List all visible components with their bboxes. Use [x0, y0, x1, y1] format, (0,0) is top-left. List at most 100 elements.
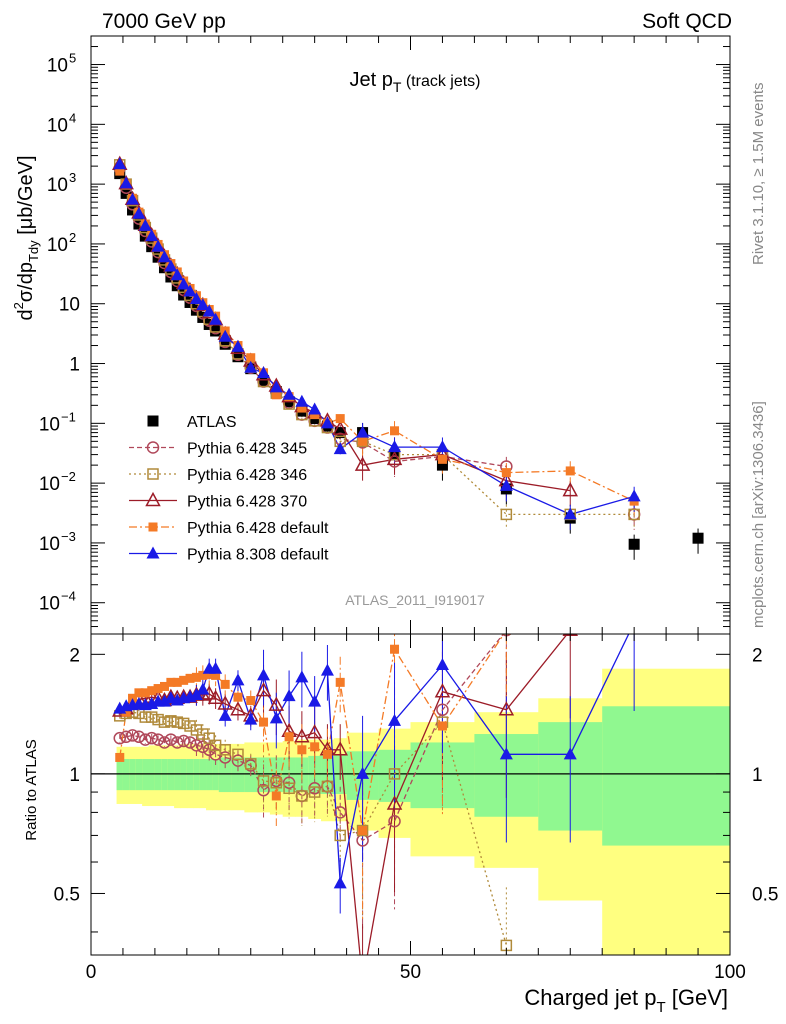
- main-ytick-label: 10: [47, 175, 68, 196]
- ratio-band-green: [193, 759, 201, 791]
- main-ytick-label: 10: [59, 295, 80, 316]
- legend-item-pythia-6-428-default: Pythia 6.428 default: [129, 520, 329, 537]
- ratio-point-pythia-6-428-default: [233, 692, 243, 702]
- main-title: Jet pT (track jets): [349, 69, 480, 95]
- main-point-pythia-8-308-default: [282, 387, 296, 400]
- ratio-point-pythia-6-428-370: [332, 741, 348, 756]
- ratio-point-pythia-6-428-346: [219, 744, 231, 756]
- ratio-point-pythia-6-428-default: [211, 670, 221, 680]
- main-ytick-exponent: 5: [69, 51, 76, 66]
- ratio-point-pythia-6-428-default: [322, 749, 332, 759]
- ratio-point-pythia-6-428-370: [434, 683, 451, 698]
- legend-item-pythia-6-428-345: Pythia 6.428 345: [129, 441, 307, 458]
- ratio-point-pythia-6-428-346: [356, 824, 369, 837]
- main-point-pythia-6-428-default: [310, 410, 320, 420]
- main-ylabel-end: [μb/GeV]: [15, 155, 37, 240]
- main-point-atlas: [436, 459, 448, 471]
- ratio-point-pythia-6-428-default: [220, 679, 230, 689]
- main-point-pythia-6-428-default: [271, 390, 281, 400]
- main-ytick-label: 10: [39, 534, 60, 555]
- ratio-point-pythia-6-428-default: [115, 752, 125, 762]
- ratio-band-green: [167, 759, 175, 791]
- main-point-atlas: [210, 325, 222, 337]
- ratio-point-pythia-8-308-default: [333, 876, 347, 889]
- main-point-pythia-8-308-default: [126, 192, 140, 205]
- rivet-label: Rivet 3.1.10, ≥ 1.5M events: [750, 83, 767, 266]
- ratio-band-green: [602, 706, 730, 846]
- legend-marker-pythia-6-428-345: [146, 441, 160, 454]
- ratio-point-pythia-6-428-370: [498, 701, 515, 716]
- ratio-point-pythia-8-308-default: [189, 687, 203, 700]
- main-point-pythia-8-308-default: [113, 157, 127, 170]
- legend-item-atlas: ATLAS: [147, 414, 237, 431]
- ratio-point-pythia-6-428-370: [207, 689, 224, 705]
- ratio-point-pythia-8-308-default: [257, 668, 271, 681]
- ratio-point-pythia-6-428-370: [230, 701, 246, 716]
- main-point-pythia-6-428-370: [386, 450, 403, 466]
- ratio-point-pythia-6-428-345: [231, 754, 245, 767]
- ratio-uncertainty-bands: [91, 668, 730, 955]
- ratio-point-pythia-6-428-default: [390, 644, 400, 654]
- ratio-point-pythia-6-428-346: [158, 716, 171, 728]
- ratio-point-pythia-6-428-default: [297, 745, 307, 755]
- main-series-lines: [120, 164, 634, 514]
- ratio-point-pythia-6-428-default: [140, 688, 150, 698]
- header-right: Soft QCD: [642, 10, 732, 33]
- ratio-point-pythia-8-308-default: [269, 711, 283, 724]
- main-ytick-exponent: 4: [69, 110, 76, 125]
- ratio-point-pythia-6-428-default: [271, 791, 281, 801]
- legend-label: Pythia 6.428 370: [187, 494, 307, 511]
- ratio-point-pythia-6-428-345: [388, 814, 401, 828]
- ratio-ytick-label: 1: [69, 765, 80, 786]
- analysis-watermark: ATLAS_2011_I919017: [345, 592, 485, 608]
- ratio-point-pythia-6-428-345: [145, 731, 158, 745]
- ratio-point-pythia-6-428-default: [179, 675, 189, 685]
- main-ytick-exponent: 3: [69, 170, 76, 185]
- ratio-band-green: [186, 759, 194, 791]
- ratio-xlabel-sub: T: [656, 999, 665, 1016]
- main-point-pythia-6-428-default: [335, 414, 345, 424]
- main-point-pythia-6-428-346: [628, 508, 640, 521]
- main-ytick-label: 10: [39, 594, 60, 615]
- ratio-band-green: [142, 759, 150, 791]
- ratio-point-pythia-6-428-345: [126, 729, 139, 742]
- main-point-pythia-8-308-default: [320, 416, 334, 429]
- main-point-pythia-8-308-default: [308, 402, 322, 415]
- main-point-atlas: [158, 262, 170, 274]
- ratio-point-pythia-6-428-346: [334, 829, 346, 842]
- ratio-ylabel: Ratio to ATLAS: [23, 739, 40, 840]
- legend-marker-pythia-6-428-346: [147, 468, 159, 480]
- main-title-sub: T: [393, 79, 402, 95]
- legend-marker-atlas: [147, 415, 159, 427]
- main-ytick-label: 10: [39, 474, 60, 495]
- ratio-point-pythia-6-428-default: [185, 673, 195, 683]
- ratio-point-pythia-6-428-default: [204, 669, 214, 679]
- ratio-point-pythia-6-428-default: [284, 732, 294, 742]
- ratio-point-pythia-8-308-default: [499, 747, 513, 760]
- ratio-xtick-label: 50: [400, 962, 421, 983]
- ratio-point-pythia-6-428-default: [159, 681, 169, 691]
- ratio-point-pythia-6-428-default: [246, 696, 256, 706]
- main-point-pythia-8-308-default: [151, 239, 165, 252]
- main-ytick-exponent: 2: [69, 230, 76, 245]
- ratio-point-pythia-6-428-345: [119, 730, 133, 744]
- ratio-band-green: [148, 759, 156, 791]
- main-point-pythia-8-308-default: [627, 489, 641, 502]
- ratio-point-pythia-6-428-345: [436, 703, 449, 717]
- main-point-pythia-6-428-default: [246, 353, 256, 363]
- ratio-point-pythia-6-428-345: [333, 806, 347, 819]
- ratio-point-pythia-6-428-default: [153, 684, 163, 694]
- ratio-band-green: [174, 759, 181, 791]
- ratio-point-pythia-8-308-default: [157, 694, 171, 707]
- ratio-point-pythia-8-308-default: [435, 657, 449, 670]
- ratio-band-green: [122, 759, 130, 791]
- mcplots-label: mcplots.cern.ch [arXiv:1306.3436]: [750, 401, 767, 628]
- ratio-point-pythia-6-428-370: [294, 728, 310, 743]
- ratio-point-pythia-6-428-346: [308, 786, 321, 798]
- main-ytick-exponent: −3: [61, 529, 76, 544]
- main-point-pythia-6-428-370: [332, 420, 348, 435]
- header-left: 7000 GeV pp: [102, 10, 226, 33]
- main-point-pythia-6-428-default: [297, 403, 307, 413]
- main-point-pythia-6-428-default: [501, 468, 511, 478]
